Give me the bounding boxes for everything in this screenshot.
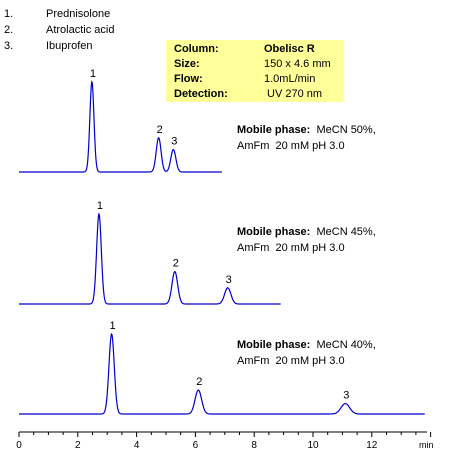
condition-label: Flow: — [174, 73, 203, 85]
legend-compound-name: Prednisolone — [46, 8, 111, 20]
condition-row: Flow: 1.0mL/min — [174, 72, 344, 87]
x-tick-label: 12 — [366, 440, 378, 451]
x-tick-label: 4 — [134, 440, 140, 451]
chromatogram-trace — [19, 212, 281, 305]
peak-label: 2 — [173, 258, 179, 270]
chromatogram-trace — [19, 80, 222, 173]
mobile-phase-1: Mobile phase: MeCN 50%, AmFm 20 mM pH 3.… — [237, 122, 376, 154]
mobile-phase-buffer: AmFm 20 mM pH 3.0 — [237, 242, 345, 254]
peak-label: 2 — [157, 124, 163, 136]
mobile-phase-mecn: MeCN 50%, — [316, 124, 376, 136]
condition-label: Column: — [174, 43, 219, 55]
x-tick-label: 10 — [307, 440, 319, 451]
conditions-box: Column: Obelisc R Size: 150 x 4.6 mm Flow:… — [166, 40, 344, 102]
legend-number: 1. — [4, 8, 14, 20]
x-tick-label: 0 — [16, 440, 22, 451]
x-tick-label: 2 — [75, 440, 81, 451]
condition-label: Size: — [174, 58, 200, 70]
mobile-phase-mecn: MeCN 40%, — [316, 339, 376, 351]
legend-number: 3. — [4, 40, 14, 52]
peak-label: 1 — [90, 68, 96, 80]
condition-value: 1.0mL/min — [264, 73, 316, 85]
mobile-phase-buffer: AmFm 20 mM pH 3.0 — [237, 355, 345, 367]
peak-label: 1 — [97, 200, 103, 212]
condition-label: Detection: — [174, 88, 228, 100]
peak-label: 2 — [196, 376, 202, 388]
legend-item: 3. Ibuprofen — [4, 38, 114, 54]
mobile-phase-label: Mobile phase: — [237, 124, 311, 136]
legend-item: 2. Atrolactic acid — [4, 22, 114, 38]
x-tick-label: 8 — [251, 440, 257, 451]
x-tick-label: 6 — [193, 440, 199, 451]
condition-row: Column: Obelisc R — [174, 42, 344, 57]
condition-row: Size: 150 x 4.6 mm — [174, 57, 344, 72]
compound-legend: 1. Prednisolone 2. Atrolactic acid 3. Ibupr… — [4, 6, 114, 54]
legend-number: 2. — [4, 24, 14, 36]
x-axis-unit-label: min — [419, 440, 434, 450]
condition-value: Obelisc R — [264, 43, 315, 55]
mobile-phase-buffer: AmFm 20 mM pH 3.0 — [237, 140, 345, 152]
mobile-phase-label: Mobile phase: — [237, 339, 311, 351]
peak-label: 1 — [110, 320, 116, 332]
condition-row: Detection: UV 270 nm — [174, 87, 344, 102]
legend-item: 1. Prednisolone — [4, 6, 114, 22]
mobile-phase-2: Mobile phase: MeCN 45%, AmFm 20 mM pH 3.… — [237, 224, 376, 256]
condition-value: UV 270 nm — [264, 88, 323, 100]
mobile-phase-label: Mobile phase: — [237, 226, 311, 238]
condition-value: 150 x 4.6 mm — [264, 58, 331, 70]
peak-label: 3 — [226, 274, 232, 286]
mobile-phase-mecn: MeCN 45%, — [316, 226, 376, 238]
mobile-phase-3: Mobile phase: MeCN 40%, AmFm 20 mM pH 3.… — [237, 337, 376, 369]
chromatogram-trace — [19, 332, 425, 415]
peak-label: 3 — [171, 136, 177, 148]
legend-compound-name: Atrolactic acid — [46, 24, 115, 36]
legend-compound-name: Ibuprofen — [46, 40, 93, 52]
peak-label: 3 — [343, 390, 349, 402]
